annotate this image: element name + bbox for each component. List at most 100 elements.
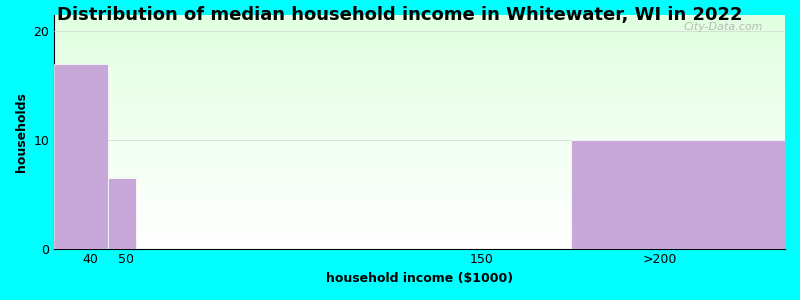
Bar: [54, 57, 785, 58]
Bar: [54, 37, 785, 38]
Bar: [54, 229, 785, 230]
Bar: [54, 215, 785, 216]
Bar: [54, 177, 785, 178]
Bar: [54, 15, 785, 16]
Bar: [54, 242, 785, 243]
Bar: [54, 154, 785, 155]
Bar: [54, 149, 785, 151]
Bar: [54, 80, 785, 82]
Bar: [54, 87, 785, 88]
Bar: [54, 133, 785, 134]
Bar: [54, 59, 785, 61]
Bar: [54, 17, 785, 19]
Bar: [54, 223, 785, 224]
Bar: [54, 226, 785, 228]
Bar: [54, 183, 785, 184]
Bar: [54, 220, 785, 222]
Bar: [54, 151, 785, 152]
Bar: [54, 193, 785, 194]
Bar: [54, 210, 785, 211]
Bar: [54, 161, 785, 162]
Bar: [54, 248, 785, 249]
Bar: [54, 191, 785, 193]
Bar: [54, 212, 785, 214]
Bar: [54, 181, 785, 182]
Bar: [54, 153, 785, 154]
Bar: [54, 208, 785, 209]
Bar: [54, 173, 785, 174]
Bar: [54, 146, 785, 147]
Bar: [54, 114, 785, 116]
Bar: [54, 52, 785, 53]
Bar: [54, 48, 785, 49]
Text: Distribution of median household income in Whitewater, WI in 2022: Distribution of median household income …: [58, 6, 742, 24]
Bar: [54, 126, 785, 127]
Bar: [54, 43, 785, 44]
Bar: [54, 29, 785, 30]
Bar: [54, 110, 785, 111]
Bar: [54, 24, 785, 26]
Bar: [54, 104, 785, 105]
Bar: [54, 178, 785, 180]
Bar: [54, 55, 785, 56]
Bar: [54, 127, 785, 128]
Bar: [54, 69, 785, 70]
Bar: [54, 62, 785, 63]
Bar: [54, 106, 785, 107]
Bar: [54, 245, 785, 246]
Bar: [54, 26, 785, 27]
Bar: [54, 77, 785, 78]
Bar: [54, 148, 785, 149]
Bar: [54, 72, 785, 74]
Bar: [54, 136, 785, 138]
Bar: [54, 236, 785, 237]
Bar: [54, 139, 785, 140]
Bar: [54, 155, 785, 156]
Bar: [54, 214, 785, 215]
Bar: [54, 132, 785, 133]
Bar: [54, 185, 785, 187]
Bar: [54, 101, 785, 103]
Bar: [54, 182, 785, 183]
Bar: [54, 218, 785, 219]
Bar: [54, 134, 785, 135]
Bar: [54, 16, 785, 17]
Bar: [54, 50, 785, 51]
Bar: [54, 34, 785, 35]
Bar: [54, 41, 785, 42]
Bar: [54, 167, 785, 168]
Bar: [54, 138, 785, 139]
Bar: [54, 76, 785, 77]
Bar: [54, 246, 785, 247]
Bar: [54, 75, 785, 76]
Bar: [54, 142, 785, 143]
Bar: [54, 92, 785, 93]
Bar: [54, 88, 785, 90]
Bar: [54, 90, 785, 91]
Bar: [54, 21, 785, 22]
Bar: [54, 53, 785, 55]
Bar: [54, 219, 785, 220]
Bar: [54, 64, 785, 65]
Bar: [54, 38, 785, 40]
Bar: [54, 187, 785, 188]
Bar: [54, 224, 785, 225]
Bar: [54, 58, 785, 59]
X-axis label: household income ($1000): household income ($1000): [326, 272, 514, 285]
Bar: [54, 128, 785, 130]
Bar: [54, 83, 785, 84]
Bar: [54, 189, 785, 190]
Y-axis label: households: households: [15, 92, 28, 172]
Bar: [54, 28, 785, 29]
Bar: [54, 160, 785, 161]
Bar: [54, 120, 785, 121]
Bar: [54, 140, 785, 141]
Bar: [54, 222, 785, 223]
Bar: [54, 130, 785, 132]
Bar: [54, 113, 785, 114]
Bar: [54, 19, 785, 20]
Bar: [54, 97, 785, 98]
Bar: [54, 190, 785, 191]
Bar: [54, 105, 785, 106]
Bar: [54, 143, 785, 145]
